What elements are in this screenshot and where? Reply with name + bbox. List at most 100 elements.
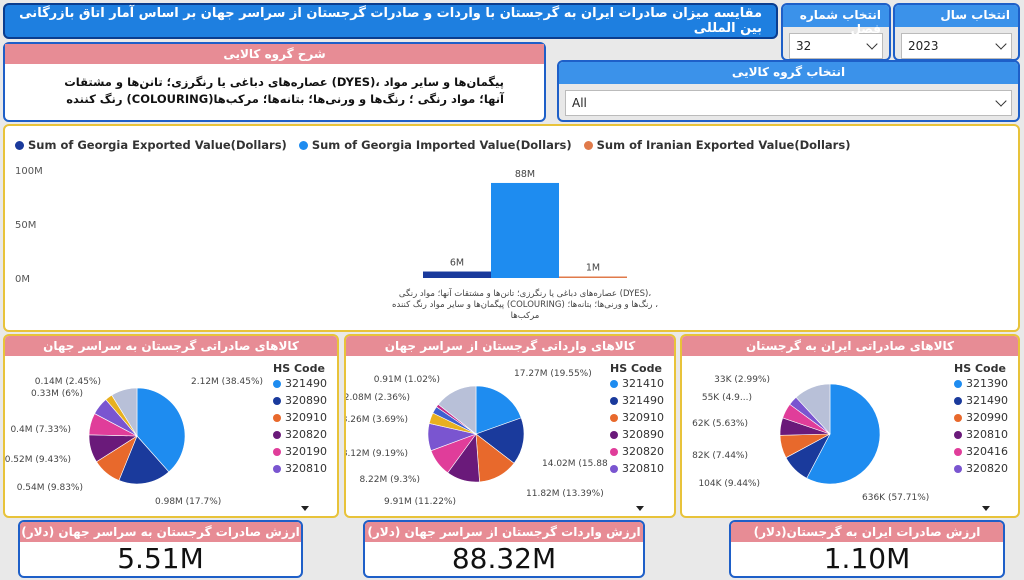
legend-code: 320820: [966, 462, 1008, 475]
legend-label: Sum of Georgia Imported Value(Dollars): [311, 138, 572, 152]
legend-item[interactable]: 321410: [610, 375, 674, 392]
legend-code: 320910: [622, 411, 664, 424]
pie-data-label: 55K (4.9...): [702, 393, 752, 403]
pie-data-label: 0.14M (2.45%): [35, 377, 101, 387]
legend-item[interactable]: 320810: [273, 460, 337, 477]
scroll-down-icon[interactable]: [301, 506, 309, 511]
legend-dot: [954, 413, 962, 422]
year-slicer[interactable]: انتخاب سال 2023: [893, 3, 1020, 61]
legend-item[interactable]: 320910: [610, 409, 674, 426]
chevron-down-icon[interactable]: [866, 38, 878, 50]
chart-legend: Sum of Georgia Exported Value(Dollars) S…: [5, 126, 1018, 152]
pie-data-label: 0.91M (1.02%): [374, 375, 440, 385]
pie-panel-georgia-exports: کالاهای صادراتی گرجستان به سراسر جهان 2.…: [3, 334, 339, 518]
pie-title: کالاهای صادراتی گرجستان به سراسر جهان: [5, 336, 337, 356]
legend-title: HS Code: [610, 362, 662, 375]
scroll-down-icon[interactable]: [982, 506, 990, 511]
legend-item[interactable]: 320820: [610, 443, 674, 460]
description-header: شرح گروه کالایی: [5, 44, 544, 64]
legend-dot: [954, 464, 962, 473]
pie-slice[interactable]: [475, 417, 525, 464]
legend-item[interactable]: 320820: [273, 426, 337, 443]
bar-data-label: 1M: [586, 263, 600, 274]
legend-item[interactable]: 320890: [273, 392, 337, 409]
kpi-iran-exports: ارزش صادرات ایران به گرجستان(دلار) 1.10M: [729, 520, 1005, 578]
legend-item[interactable]: 320990: [954, 409, 1018, 426]
legend-code: 320990: [966, 411, 1008, 424]
legend-code: 321390: [966, 377, 1008, 390]
legend-item[interactable]: 321490: [610, 392, 674, 409]
legend-item[interactable]: 321490: [954, 392, 1018, 409]
pie-data-label: 0.54M (9.83%): [17, 483, 83, 493]
bar[interactable]: [559, 276, 627, 279]
pie-slice[interactable]: [437, 385, 477, 435]
kpi-value: 5.51M: [117, 542, 204, 575]
group-description-card: شرح گروه کالایی پیگمان‌ها و سایر مواد ،(…: [3, 42, 546, 122]
pie-slice[interactable]: [118, 435, 170, 485]
pie-slice[interactable]: [475, 385, 522, 435]
y-tick-label: 100M: [15, 166, 43, 177]
pie-panel-georgia-imports: کالاهای وارداتی گرجستان از سراسر جهان 17…: [344, 334, 676, 518]
group-slicer-label: انتخاب گروه کالایی: [559, 62, 1018, 84]
legend-item[interactable]: 321390: [954, 375, 1018, 392]
kpi-value: 1.10M: [823, 542, 911, 575]
x-category-label: ، رنگ‌ها و ورنی‌ها؛ بتانه‌ها؛ (COLOURING…: [392, 299, 658, 310]
legend-dot: [954, 430, 962, 439]
legend-title: HS Code: [273, 362, 325, 375]
chevron-down-icon[interactable]: [995, 38, 1007, 50]
bar-data-label: 88M: [515, 169, 535, 180]
scroll-down-icon[interactable]: [636, 506, 644, 511]
season-value: 32: [796, 39, 812, 53]
pie-data-label: 104K (9.44%): [698, 479, 760, 489]
pie-slice[interactable]: [806, 383, 881, 485]
legend-item[interactable]: 320890: [610, 426, 674, 443]
year-dropdown[interactable]: 2023: [901, 33, 1012, 59]
legend-dot: [583, 141, 593, 150]
legend-code: 321490: [285, 377, 327, 390]
legend-label: Sum of Georgia Exported Value(Dollars): [28, 138, 287, 152]
legend-item[interactable]: 320820: [954, 460, 1018, 477]
season-dropdown[interactable]: 32: [789, 33, 883, 59]
legend-item[interactable]: 320910: [273, 409, 337, 426]
pie-chart: 636K (57.71%) 104K (9.44%) 82K (7.44%) 62K …: [692, 375, 929, 503]
pie-data-label: 9.91M (11.22%): [384, 497, 456, 507]
pie-slice[interactable]: [136, 387, 186, 473]
report-title-text: مقایسه میزان صادرات ایران به گرجستان با …: [19, 6, 762, 36]
legend-code: 320820: [622, 445, 664, 458]
kpi-label: ارزش صادرات ایران به گرجستان(دلار): [731, 522, 1003, 542]
legend-item[interactable]: 320810: [954, 426, 1018, 443]
legend-item: Sum of Georgia Imported Value(Dollars): [298, 138, 572, 152]
legend-dot: [273, 464, 281, 473]
legend-dot: [954, 396, 962, 405]
pie-slice[interactable]: [111, 387, 138, 438]
bar[interactable]: [491, 182, 559, 278]
legend-dot: [610, 430, 618, 439]
kpi-label: ارزش صادرات گرجستان به سراسر جهان (دلار): [20, 522, 301, 542]
legend-dot: [273, 396, 281, 405]
legend-item: Sum of Iranian Exported Value(Dollars): [583, 138, 850, 152]
season-slicer[interactable]: انتخاب شماره فصل 32: [781, 3, 891, 61]
legend-dot: [954, 447, 962, 456]
legend-dot: [610, 396, 618, 405]
legend-code: 320890: [285, 394, 327, 407]
pie-data-label: 82K (7.44%): [692, 451, 748, 461]
legend-dot: [273, 447, 281, 456]
kpi-value: 88.32M: [451, 542, 557, 575]
legend-item[interactable]: 320190: [273, 443, 337, 460]
bar[interactable]: [423, 271, 491, 278]
pie-data-label: 11.82M (13.39%): [526, 489, 604, 499]
pie-slice[interactable]: [795, 383, 831, 435]
legend-item[interactable]: 320810: [610, 460, 674, 477]
pie-data-label: 33K (2.99%): [714, 375, 770, 385]
group-slicer[interactable]: انتخاب گروه کالایی All: [557, 60, 1020, 122]
legend-title: HS Code: [954, 362, 1006, 375]
legend-dot: [273, 413, 281, 422]
legend-item[interactable]: 320416: [954, 443, 1018, 460]
pie-data-label: 636K (57.71%): [862, 493, 929, 503]
legend-item[interactable]: 321490: [273, 375, 337, 392]
pie-panel-iran-exports: کالاهای صادراتی ایران به گرجستان 636K (5…: [680, 334, 1020, 518]
group-dropdown[interactable]: All: [565, 90, 1012, 116]
kpi-georgia-exports: ارزش صادرات گرجستان به سراسر جهان (دلار)…: [18, 520, 303, 578]
legend-code: 320820: [285, 428, 327, 441]
chevron-down-icon[interactable]: [995, 95, 1007, 107]
